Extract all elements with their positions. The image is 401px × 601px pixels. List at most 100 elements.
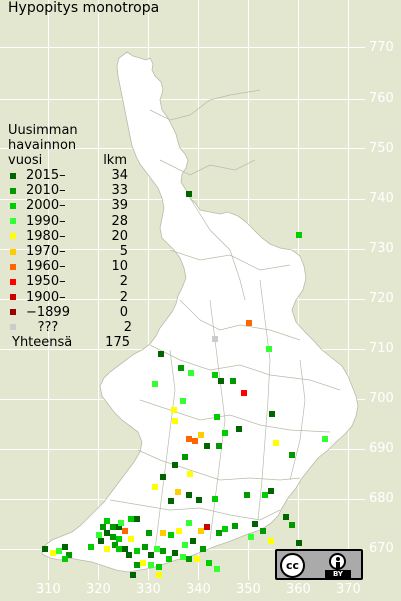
observation-square	[56, 548, 62, 554]
legend-swatch	[10, 324, 16, 331]
attribution-person-icon	[329, 553, 346, 570]
observation-square	[212, 336, 218, 342]
observation-square	[96, 532, 102, 538]
observation-square	[104, 546, 110, 552]
observation-square	[266, 346, 272, 352]
observation-square	[246, 320, 252, 326]
legend-row: 1950– 2	[8, 274, 132, 289]
observation-square	[152, 484, 158, 490]
legend-total-row: Yhteensä 175	[8, 335, 132, 350]
observation-square	[192, 438, 198, 444]
legend-row-count: 33	[111, 183, 128, 199]
observation-square	[116, 546, 122, 552]
observation-square	[172, 550, 178, 556]
observation-square	[218, 378, 224, 384]
observation-square	[186, 492, 192, 498]
y-tick-label: 680	[369, 491, 394, 506]
cc-license-inner: cc BY	[277, 551, 361, 578]
observation-square	[168, 532, 174, 538]
observation-square	[178, 365, 184, 371]
legend-row-count: 34	[111, 168, 128, 184]
observation-square	[283, 514, 289, 520]
observation-square	[104, 518, 110, 524]
legend-swatch	[10, 233, 16, 240]
observation-square	[50, 550, 56, 556]
legend-row: 1990– 28	[8, 214, 132, 229]
observation-square	[42, 546, 48, 552]
observation-square	[110, 534, 116, 540]
observation-square	[154, 546, 160, 552]
y-tick-label: 750	[369, 141, 394, 156]
observation-square	[122, 528, 128, 534]
observation-square	[152, 381, 158, 387]
observation-square	[128, 536, 134, 542]
observation-square	[268, 538, 274, 544]
legend-row-label: 2010–	[26, 183, 66, 199]
legend-row-count: 10	[111, 259, 128, 275]
observation-square	[176, 528, 182, 534]
observation-square	[204, 524, 210, 530]
legend-row-label: 1950–	[26, 274, 66, 290]
y-tick-label: 770	[369, 40, 394, 55]
y-tick-label: 740	[369, 191, 394, 206]
observation-square	[296, 540, 302, 546]
observation-square	[62, 556, 68, 562]
legend-row-label: 1980–	[26, 228, 66, 244]
observation-square	[248, 534, 254, 540]
observation-square	[289, 452, 295, 458]
observation-square	[166, 556, 172, 562]
observation-square	[216, 530, 222, 536]
legend-row: 1900– 2	[8, 290, 132, 305]
legend-row-count: 39	[111, 198, 128, 214]
legend-row-count: 5	[119, 244, 128, 260]
x-tick-label: 340	[186, 582, 211, 597]
observation-square	[289, 522, 295, 528]
map-title: Hypopitys monotropa	[8, 0, 160, 16]
x-tick-label: 310	[36, 582, 61, 597]
observation-square	[236, 426, 242, 432]
observation-square	[142, 544, 148, 550]
observation-square	[160, 474, 166, 480]
legend-swatch	[10, 248, 16, 255]
observation-square	[188, 370, 194, 376]
observation-square	[134, 548, 140, 554]
observation-square	[172, 462, 178, 468]
observation-square	[160, 530, 166, 536]
observation-square	[186, 191, 192, 197]
x-tick-label: 360	[286, 582, 311, 597]
observation-square	[128, 516, 134, 522]
legend-row: 1980– 20	[8, 229, 132, 244]
legend-swatch	[10, 202, 16, 209]
observation-square	[222, 526, 228, 532]
legend-row: 2015– 34	[8, 168, 132, 183]
legend-total-count: 175	[105, 335, 130, 351]
legend-row: 2000– 39	[8, 198, 132, 213]
observation-square	[116, 536, 122, 542]
legend-swatch	[10, 278, 16, 285]
observation-square	[118, 520, 124, 526]
observation-square	[148, 562, 154, 568]
observation-square	[104, 530, 110, 536]
legend-row-count: 0	[119, 304, 128, 320]
observation-square	[216, 443, 222, 449]
legend-row-count: 20	[111, 228, 128, 244]
legend-row-label: 1990–	[26, 213, 66, 229]
observation-square	[182, 542, 188, 548]
legend-row: 2010– 33	[8, 183, 132, 198]
legend-row-count: 28	[111, 213, 128, 229]
observation-square	[156, 564, 162, 570]
observation-square	[273, 440, 279, 446]
observation-square	[180, 398, 186, 404]
observation-square	[112, 542, 118, 548]
legend-rows: 2015– 34 2010– 33 2000– 39 1990– 28 1980– 20 1970–…	[8, 168, 132, 335]
observation-square	[260, 528, 266, 534]
observation-square	[269, 411, 275, 417]
observation-square	[146, 530, 152, 536]
observation-square	[194, 556, 200, 562]
legend-header-columns: vuosi lkm	[8, 153, 130, 168]
y-tick-label: 690	[369, 441, 394, 456]
cc-license-badge[interactable]: cc BY	[275, 549, 363, 580]
x-tick-label: 370	[336, 582, 361, 597]
legend-row-label: −1899	[26, 304, 70, 320]
observation-square	[158, 351, 164, 357]
